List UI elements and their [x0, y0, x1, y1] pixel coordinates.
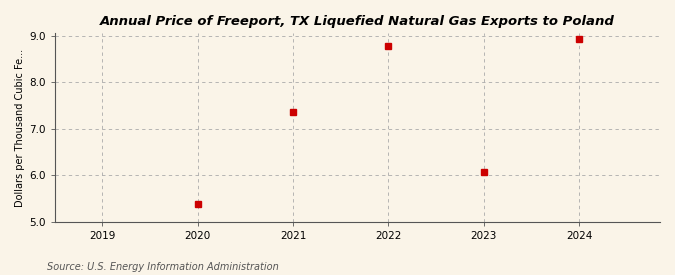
Title: Annual Price of Freeport, TX Liquefied Natural Gas Exports to Poland: Annual Price of Freeport, TX Liquefied N… [100, 15, 615, 28]
Y-axis label: Dollars per Thousand Cubic Fe...: Dollars per Thousand Cubic Fe... [15, 48, 25, 207]
Text: Source: U.S. Energy Information Administration: Source: U.S. Energy Information Administ… [47, 262, 279, 272]
